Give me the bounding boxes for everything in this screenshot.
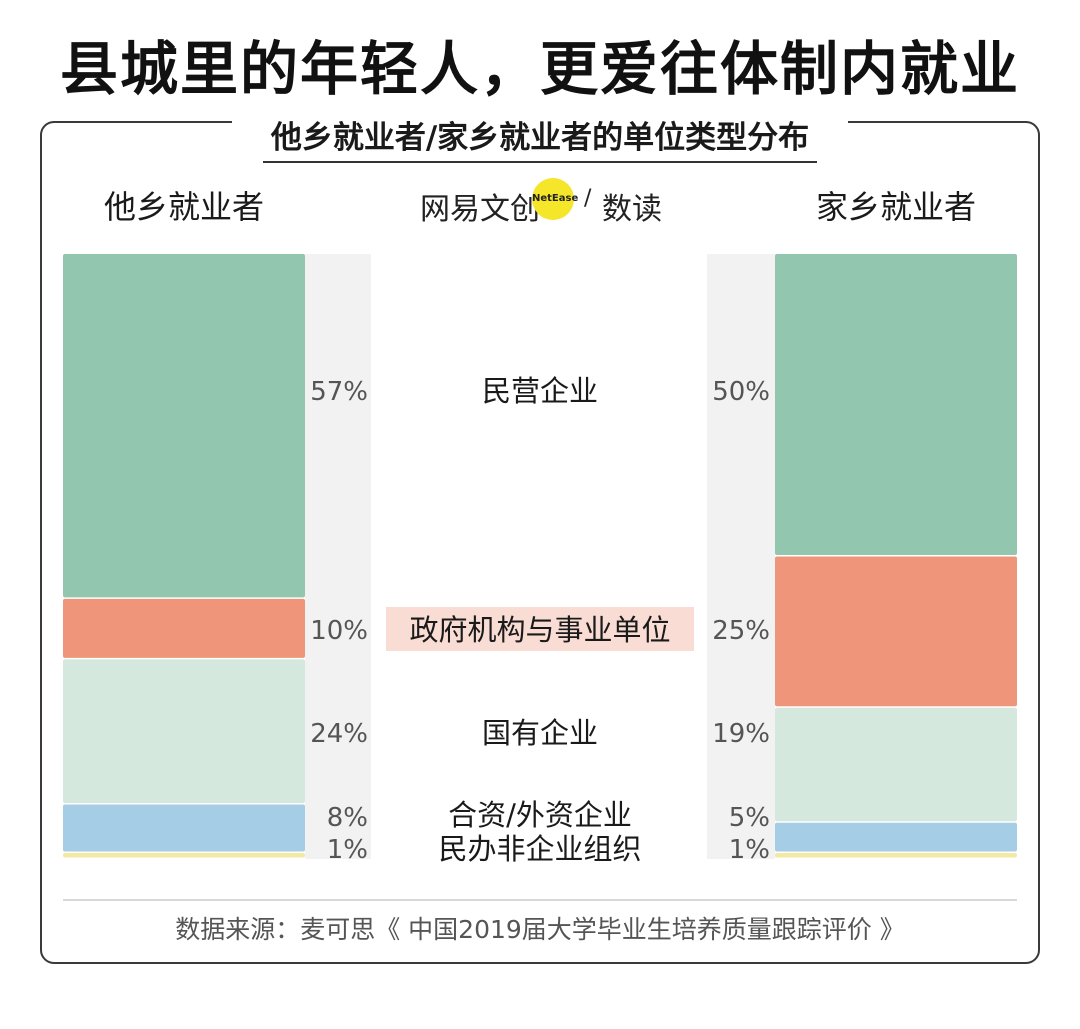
chart-title-text: 他乡就业者/家乡就业者的单位类型分布	[262, 112, 818, 163]
bar-1-1	[775, 556, 1017, 707]
category-label-3: 合资/外资企业	[448, 798, 632, 832]
source-note: 数据来源：麦可思《 中国2019届大学毕业生培养质量跟踪评价 》	[175, 915, 905, 944]
bar-1-0	[775, 254, 1017, 555]
chart-title: 他乡就业者/家乡就业者的单位类型分布	[232, 112, 848, 163]
category-label-4: 民办非企业组织	[438, 832, 641, 866]
value-label-0-4: 1%	[327, 835, 368, 865]
logo-sub: 数读	[602, 192, 662, 227]
value-label-1-4: 1%	[729, 835, 770, 865]
bar-1-3	[775, 822, 1017, 852]
bar-0-1	[63, 598, 305, 658]
bar-1-2	[775, 707, 1017, 822]
value-label-0-2: 24%	[310, 719, 368, 749]
column-header-right: 家乡就业者	[816, 188, 977, 226]
track-1	[707, 254, 775, 859]
column-header-left: 他乡就业者	[104, 188, 265, 226]
bar-0-0	[63, 254, 305, 598]
category-label-1: 政府机构与事业单位	[409, 613, 670, 647]
value-label-0-0: 57%	[310, 377, 368, 407]
headline: 县城里的年轻人，更爱往体制内就业	[59, 35, 1020, 103]
category-highlight	[386, 607, 694, 651]
value-label-1-3: 5%	[729, 803, 770, 833]
logo: 网易文创 NetEase / 数读	[420, 178, 680, 227]
value-label-0-3: 8%	[327, 803, 368, 833]
bar-1-4	[775, 852, 1017, 858]
logo-slash: /	[584, 186, 592, 211]
bar-0-4	[63, 852, 305, 858]
logo-badge: NetEase	[532, 178, 578, 220]
bar-0-3	[63, 804, 305, 852]
track-0	[305, 254, 371, 859]
value-label-1-2: 19%	[712, 719, 770, 749]
value-label-1-0: 50%	[712, 377, 770, 407]
category-label-0: 民营企业	[482, 374, 598, 408]
category-label-2: 国有企业	[482, 716, 598, 750]
bar-0-2	[63, 659, 305, 804]
logo-brand: 网易文创	[420, 192, 540, 227]
value-label-0-1: 10%	[310, 616, 368, 646]
value-label-1-1: 25%	[712, 616, 770, 646]
